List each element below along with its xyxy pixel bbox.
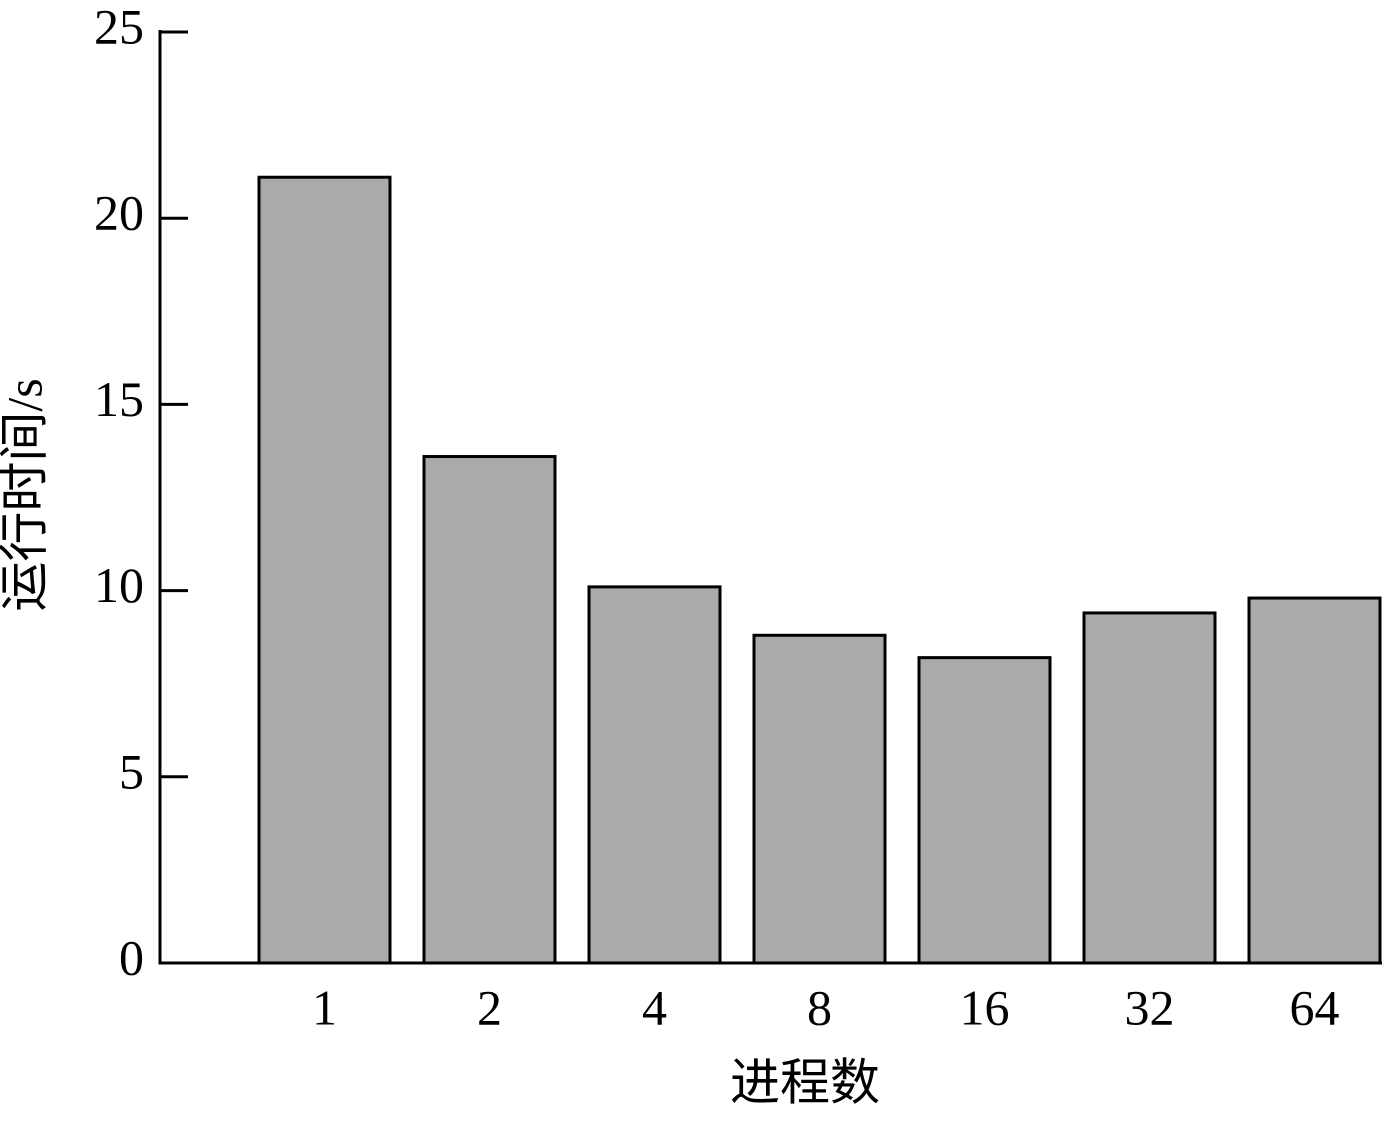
bar	[752, 633, 887, 965]
x-tick-label: 2	[477, 979, 502, 1035]
y-tick-label: 15	[94, 371, 144, 427]
bar	[422, 455, 557, 965]
y-tick-label: 10	[94, 557, 144, 613]
bar	[917, 656, 1052, 965]
x-tick-label: 1	[312, 979, 337, 1035]
y-axis-label: 运行时间/s	[0, 378, 52, 611]
y-tick-label: 0	[119, 929, 144, 985]
y-tick-label: 20	[94, 185, 144, 241]
y-tick-label: 25	[94, 0, 144, 54]
y-tick-label: 5	[119, 743, 144, 799]
bar	[1082, 611, 1217, 965]
x-tick-label: 8	[807, 979, 832, 1035]
x-tick-label: 4	[642, 979, 667, 1035]
x-tick-label: 16	[960, 979, 1010, 1035]
bar	[257, 175, 392, 965]
x-axis-label: 进程数	[730, 1054, 880, 1110]
bar	[587, 585, 722, 965]
x-tick-label: 64	[1290, 979, 1340, 1035]
x-tick-label: 32	[1125, 979, 1175, 1035]
bar	[1247, 596, 1382, 965]
